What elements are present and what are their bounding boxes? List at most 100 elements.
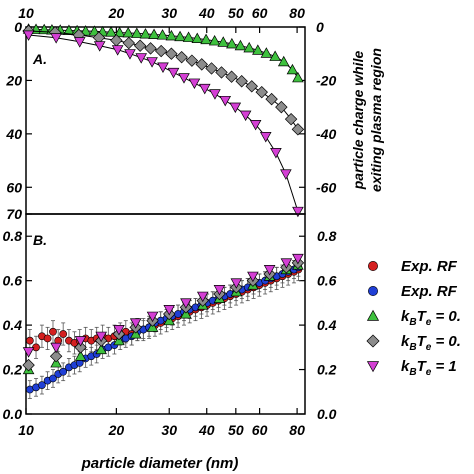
data-point <box>74 350 87 361</box>
data-point <box>175 50 188 64</box>
data-point <box>154 44 168 58</box>
y-tick-label-left: 70 <box>6 206 22 222</box>
data-point <box>73 37 86 48</box>
data-point <box>284 112 298 126</box>
y-tick-label-left: 0.4 <box>3 317 23 333</box>
data-point <box>292 206 304 218</box>
data-point <box>219 95 232 107</box>
data-point <box>286 63 299 75</box>
data-point <box>59 330 68 338</box>
right-axis-label-line1: particle charge while <box>350 51 366 191</box>
data-point <box>49 327 57 336</box>
data-point <box>255 85 268 99</box>
data-point <box>245 80 258 93</box>
data-point <box>95 331 107 343</box>
legend-marker <box>368 261 378 271</box>
data-point <box>230 278 243 289</box>
data-point <box>79 25 92 36</box>
y-tick-label-right: 0.0 <box>317 406 337 422</box>
data-point <box>133 39 147 52</box>
legend-label: Exp. RF <box>401 258 458 275</box>
legend-label: kBTe = 0. <box>401 333 461 353</box>
data-point <box>124 49 136 60</box>
data-point <box>105 26 117 37</box>
data-point <box>146 57 158 68</box>
data-point <box>195 58 208 71</box>
legend-marker <box>366 361 380 373</box>
data-point <box>163 305 176 316</box>
legend-marker <box>366 309 380 321</box>
data-point <box>291 123 305 136</box>
data-point <box>252 44 264 55</box>
data-point <box>198 83 211 95</box>
x-tick-label-top: 20 <box>108 5 125 21</box>
legend-marker <box>366 334 380 348</box>
legend-label: kBTe = 0. <box>401 308 461 328</box>
data-point <box>180 298 192 309</box>
data-point <box>185 54 199 67</box>
y-tick-label-left: 0.6 <box>3 273 23 289</box>
x-tick-label-bottom: 60 <box>252 422 268 438</box>
data-point <box>22 358 35 372</box>
data-point <box>277 55 290 67</box>
y-tick-label-right: 0.6 <box>317 273 337 289</box>
data-point <box>292 253 304 265</box>
x-tick-label-top: 60 <box>252 5 268 21</box>
data-point <box>50 342 62 354</box>
x-tick-label-top: 80 <box>289 5 305 21</box>
x-tick-label-bottom: 30 <box>161 422 177 438</box>
y-tick-label-right: -60 <box>316 179 336 195</box>
right-axis-label-line2: exiting plasma region <box>368 48 384 192</box>
data-point <box>225 70 238 83</box>
data-point <box>205 62 218 75</box>
data-point <box>174 30 186 42</box>
data-point <box>209 89 221 100</box>
data-point <box>113 26 126 38</box>
data-point <box>113 325 125 336</box>
data-point <box>122 26 134 38</box>
data-point <box>270 148 282 159</box>
data-point <box>22 30 35 41</box>
data-point <box>49 350 63 363</box>
y-tick-label-left: 20 <box>5 72 22 88</box>
x-tick-label-bottom: 80 <box>289 422 305 438</box>
x-tick-label-top: 30 <box>161 5 177 21</box>
data-point <box>275 100 288 114</box>
data-point <box>167 67 180 79</box>
data-point <box>249 119 262 131</box>
data-point <box>239 110 252 122</box>
y-tick-label-left: 0.0 <box>3 406 23 422</box>
data-point <box>215 66 228 79</box>
data-point <box>213 285 226 296</box>
data-point <box>269 50 281 61</box>
y-tick-label-left: 40 <box>5 126 22 142</box>
y-tick-label-left: 0.8 <box>3 228 23 244</box>
data-point <box>259 132 272 143</box>
data-point <box>191 32 204 43</box>
data-point <box>59 367 68 376</box>
data-point <box>235 75 248 88</box>
panel-a-label: A. <box>32 51 47 67</box>
data-point <box>146 311 159 323</box>
y-tick-label-right: 0 <box>316 19 324 35</box>
x-tick-label-bottom: 10 <box>18 422 34 438</box>
y-tick-label-right: 0.8 <box>317 228 337 244</box>
y-tick-label-right: -20 <box>316 72 336 88</box>
data-point <box>135 53 148 64</box>
legend-label: kBTe = 1 <box>401 358 457 378</box>
x-tick-label-bottom: 40 <box>198 422 215 438</box>
y-tick-label-left: 0.2 <box>3 362 23 378</box>
x-tick-label-bottom: 50 <box>228 422 244 438</box>
data-point <box>74 336 87 347</box>
data-point <box>260 47 273 58</box>
data-point <box>157 62 169 73</box>
data-point <box>25 336 34 345</box>
data-point <box>208 34 221 46</box>
data-point <box>131 27 143 38</box>
panel-a: 10 20 30 40 50 60 80 0 20 40 60 70 0 -20 -40 -60 <box>5 5 336 222</box>
data-point <box>122 36 136 50</box>
data-point <box>280 258 293 269</box>
series-line <box>28 34 299 212</box>
data-point <box>38 381 46 389</box>
